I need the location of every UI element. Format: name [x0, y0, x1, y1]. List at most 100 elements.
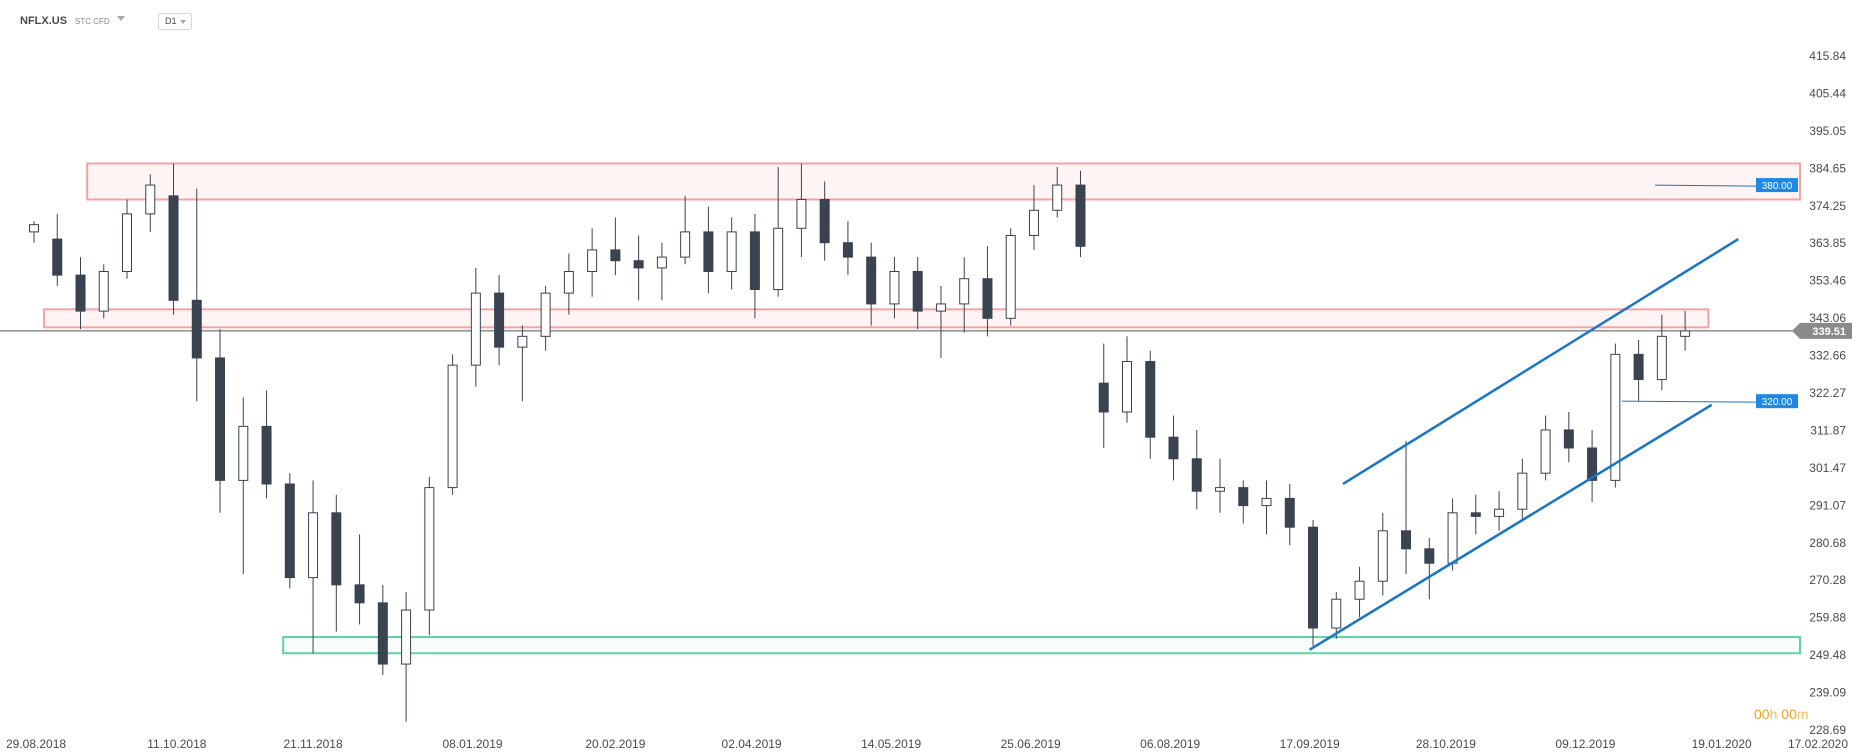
candle-body — [819, 198, 830, 244]
x-tick-label: 21.11.2018 — [283, 737, 342, 751]
candle-body — [1470, 512, 1481, 517]
zone-middle — [42, 308, 1710, 329]
candle-body — [284, 483, 295, 579]
y-tick-label: 301.47 — [1809, 461, 1846, 475]
candle-body — [587, 249, 598, 273]
candle-body — [1284, 497, 1295, 528]
y-tick-label: 239.09 — [1809, 686, 1846, 700]
candle-body — [633, 260, 644, 269]
candle-body — [563, 271, 574, 294]
candle-body — [1238, 487, 1249, 507]
x-tick-label: 25.06.2019 — [1001, 737, 1061, 751]
candle-body — [377, 602, 388, 665]
candle-body — [517, 335, 528, 348]
candle-body — [331, 512, 342, 586]
candle-body — [726, 231, 737, 273]
candle-body — [1494, 508, 1505, 517]
y-tick-label: 270.28 — [1809, 573, 1846, 587]
zone-support — [282, 636, 1802, 655]
candle-body — [447, 364, 458, 489]
y-tick-label: 343.06 — [1809, 311, 1846, 325]
candle-body — [191, 299, 202, 359]
candle-body — [1563, 429, 1574, 449]
level-badge-label: 320.00 — [1762, 397, 1793, 408]
candle-body — [261, 425, 272, 485]
candle-body — [1191, 458, 1202, 492]
candle-body — [1098, 382, 1109, 413]
candle-body — [215, 357, 226, 481]
interval-value: D1 — [165, 16, 177, 26]
candle-body — [1052, 184, 1063, 211]
y-tick-label: 228.69 — [1809, 723, 1846, 737]
candle-body — [935, 303, 946, 312]
x-tick-label: 19.01.2020 — [1692, 737, 1752, 751]
y-tick-label: 405.44 — [1809, 86, 1846, 100]
candle-body — [1354, 580, 1365, 600]
candle-body — [354, 584, 365, 604]
candle-body — [401, 609, 412, 665]
x-tick-label: 20.02.2019 — [585, 737, 645, 751]
candle-body — [866, 256, 877, 305]
y-tick-label: 374.25 — [1809, 199, 1846, 213]
candle-body — [749, 231, 760, 291]
level-badge — [1756, 178, 1798, 193]
candle-body — [1424, 548, 1435, 564]
candle-body — [540, 292, 551, 337]
candle-body — [1121, 361, 1132, 413]
chevron-down-icon — [180, 20, 186, 24]
y-tick-label: 395.05 — [1809, 124, 1846, 138]
symbol-label[interactable]: NFLX.US — [20, 15, 68, 27]
candle-body — [1331, 598, 1342, 629]
candle-body — [494, 292, 505, 348]
last-price-badge — [1792, 322, 1852, 339]
candle-body — [610, 249, 621, 262]
candle-body — [982, 278, 993, 319]
chevron-down-icon[interactable] — [117, 16, 125, 21]
countdown-hours-unit: h — [1769, 706, 1778, 722]
candle-body — [1610, 353, 1621, 481]
candle-body — [889, 271, 900, 305]
candle-body — [1587, 447, 1598, 481]
candle-body — [1517, 472, 1528, 510]
x-tick-label: 11.10.2018 — [147, 737, 206, 751]
interval-select[interactable]: D1 — [158, 13, 192, 30]
y-tick-label: 311.87 — [1810, 423, 1846, 437]
y-tick-label: 363.85 — [1809, 236, 1846, 250]
candle-body — [1633, 353, 1644, 381]
candle-body — [1401, 530, 1412, 550]
y-tick-label: 249.48 — [1809, 648, 1846, 662]
candle-body — [912, 271, 923, 312]
candle-body — [1145, 361, 1156, 438]
instrument-tags: STC CFD — [75, 17, 110, 26]
candle-body — [98, 271, 109, 312]
y-tick-label: 415.84 — [1809, 49, 1846, 63]
x-tick-label: 09.12.2019 — [1555, 737, 1615, 751]
candle-body — [656, 256, 667, 269]
candle-body — [1656, 335, 1667, 381]
last-price-label: 339.51 — [1812, 326, 1846, 338]
level-badge — [1756, 394, 1798, 409]
candle-body — [680, 231, 691, 258]
candle-body — [1540, 429, 1551, 474]
x-tick-label: 29.08.2018 — [6, 737, 66, 751]
candle-body — [52, 238, 63, 276]
candle-body — [168, 195, 179, 301]
countdown-hours: 00 — [1754, 706, 1770, 722]
candle-countdown: 00h 00m — [1754, 706, 1809, 722]
x-tick-label: 06.08.2019 — [1140, 737, 1200, 751]
candle-body — [1447, 512, 1458, 564]
candle-body — [29, 224, 39, 233]
candle-body — [308, 512, 319, 579]
candle-body — [1377, 530, 1388, 582]
trendline-channel-upper — [1342, 238, 1739, 486]
candle-body — [470, 292, 481, 366]
candle-body — [773, 227, 784, 291]
candle-body — [959, 278, 970, 305]
zone-resistance — [86, 162, 1802, 201]
x-tick-label: 17.02.2020 — [1788, 737, 1848, 751]
level-line — [1655, 184, 1757, 187]
y-tick-label: 384.65 — [1809, 161, 1846, 175]
countdown-minutes-unit: m — [1796, 706, 1809, 722]
candle-body — [842, 242, 853, 258]
